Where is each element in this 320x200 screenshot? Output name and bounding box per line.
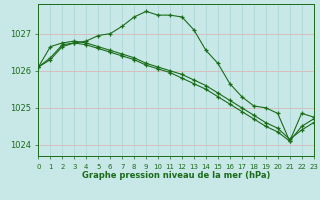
X-axis label: Graphe pression niveau de la mer (hPa): Graphe pression niveau de la mer (hPa) bbox=[82, 171, 270, 180]
